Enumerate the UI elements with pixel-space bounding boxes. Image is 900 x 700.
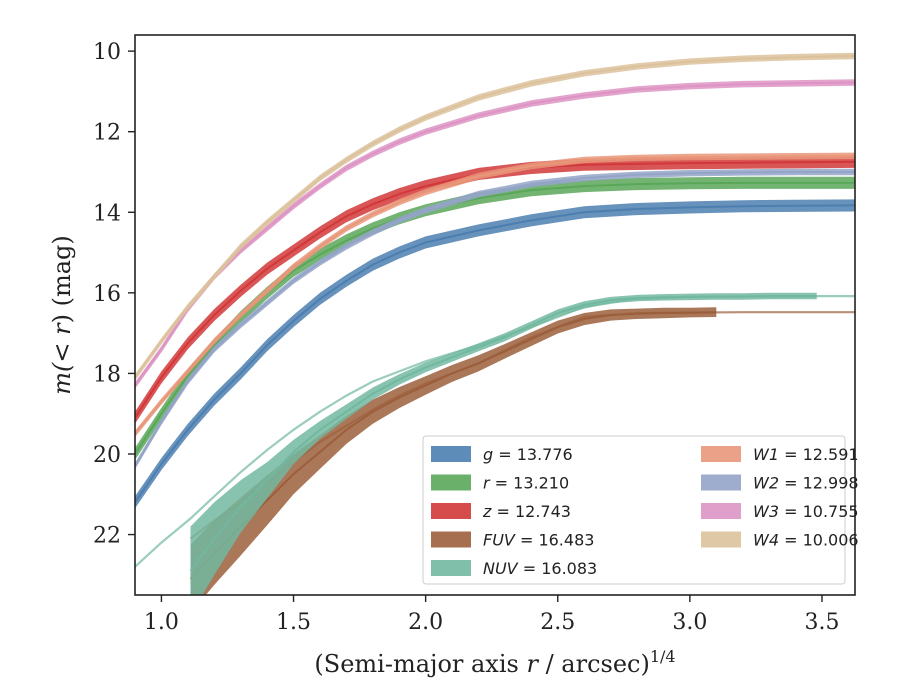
legend-swatch: [701, 531, 741, 548]
legend-label: W1 = 12.591: [753, 445, 859, 464]
legend-entry-w2: W2 = 12.998: [701, 474, 859, 493]
legend-label: W2 = 12.998: [753, 474, 859, 493]
series-fuv-line: [189, 311, 717, 580]
y-tick-label: 16: [93, 282, 121, 307]
series-w2-line: [135, 171, 855, 467]
legend-swatch: [431, 560, 471, 576]
legend-label: FUV = 16.483: [483, 531, 594, 550]
series-r: [135, 176, 855, 461]
series-z-line: [135, 160, 855, 419]
legend-swatch: [701, 446, 741, 462]
y-tick-label: 14: [93, 201, 121, 226]
series-w2: [135, 168, 855, 470]
legend-entry-r: r = 13.210: [431, 474, 569, 493]
series-g-line: [135, 204, 855, 503]
legend-entry-z: z = 12.743: [431, 502, 571, 521]
x-tick-label: 1.0: [144, 610, 179, 635]
legend-entry-fuv: FUV = 16.483: [431, 531, 594, 550]
x-axis-label: (Semi-major axis r / arcsec)1/4: [314, 647, 675, 678]
series-fuv-band: [190, 307, 717, 595]
legend-swatch: [431, 474, 471, 491]
series-w4: [135, 52, 855, 381]
series-r-band: [135, 176, 855, 461]
y-axis-label: m(< r) (mag): [48, 235, 76, 395]
legend-label: r = 13.210: [483, 474, 569, 493]
legend-swatch: [431, 531, 471, 548]
legend-entry-w4: W4 = 10.006: [701, 531, 859, 550]
series-w1-line: [135, 154, 855, 435]
ticks-layer: 1.0 1.5 2.0 2.5 3.0 3.5 10 12 14 16 18 20 22: [93, 40, 839, 635]
x-tick-label: 3.5: [804, 610, 839, 635]
legend-label: W4 = 10.006: [753, 531, 859, 550]
x-tick-label: 2.0: [408, 610, 443, 635]
legend-entry-w1: W1 = 12.591: [701, 445, 859, 464]
legend-swatch: [701, 474, 741, 491]
legend-swatch: [701, 503, 741, 519]
series-layer: [135, 52, 855, 595]
series-nuv-line: [189, 295, 817, 572]
y-tick-label: 18: [93, 362, 121, 387]
legend-swatch: [431, 446, 471, 462]
series-g: [135, 199, 855, 509]
x-tick-label: 3.0: [672, 610, 707, 635]
y-tick-label: 22: [93, 524, 121, 549]
series-z: [135, 155, 855, 424]
legend-label: NUV = 16.083: [483, 559, 597, 578]
series-w1: [135, 152, 855, 438]
series-nuv: [135, 292, 855, 595]
legend-label: W3 = 10.755: [753, 502, 859, 521]
legend-label: g = 13.776: [483, 445, 573, 464]
x-tick-label: 1.5: [276, 610, 311, 635]
y-tick-label: 12: [93, 121, 121, 146]
legend: g = 13.776 r = 13.210 z = 12.743 FUV = 16.4…: [422, 435, 859, 585]
legend-entry-nuv: NUV = 16.083: [431, 559, 597, 578]
plot-frame: [134, 34, 856, 596]
legend-swatch: [431, 503, 471, 519]
legend-label: z = 12.743: [482, 502, 571, 521]
legend-entry-w3: W3 = 10.755: [701, 502, 859, 521]
series-w4-line: [135, 54, 855, 378]
x-tick-label: 2.5: [540, 610, 575, 635]
y-tick-label: 10: [93, 40, 121, 65]
y-tick-label: 20: [93, 443, 121, 468]
series-w4-band: [135, 52, 855, 381]
legend-entry-g: g = 13.776: [431, 445, 573, 464]
